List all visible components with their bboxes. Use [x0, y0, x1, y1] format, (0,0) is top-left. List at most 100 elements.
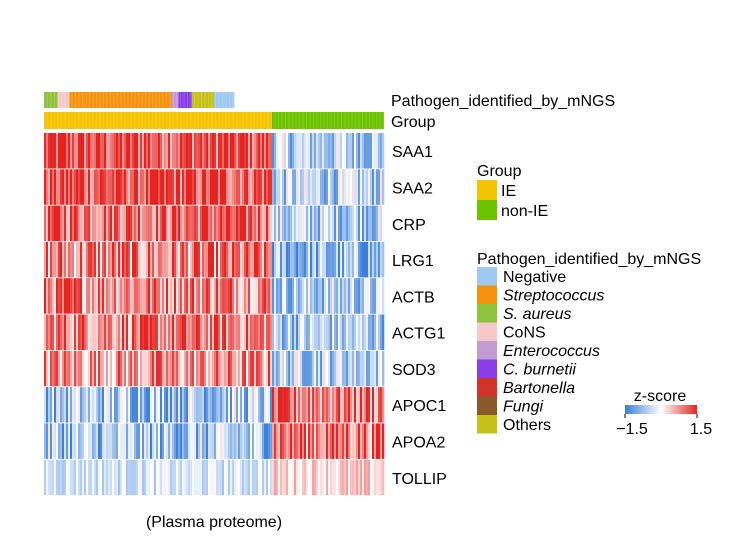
heatmap-cell: [174, 387, 177, 423]
heatmap-cell: [144, 169, 147, 205]
heatmap-cell: [222, 459, 225, 496]
heatmap-cell: [192, 133, 195, 169]
heatmap-cell: [348, 387, 351, 423]
heatmap-cell: [254, 133, 257, 169]
heatmap-cell: [308, 169, 311, 205]
heatmap-cell: [368, 241, 371, 278]
heatmap-cell: [62, 387, 65, 423]
heatmap-cell: [166, 459, 169, 496]
heatmap-cell: [44, 423, 47, 459]
heatmap-cell: [182, 241, 185, 278]
heatmap-cell: [220, 387, 223, 423]
heatmap-cell: [172, 459, 175, 496]
heatmap-cell: [170, 278, 173, 314]
heatmap-cell: [352, 205, 355, 242]
heatmap-cell: [348, 423, 351, 459]
heatmap-cell: [150, 387, 153, 423]
heatmap-cell: [382, 278, 385, 314]
heatmap-cell: [152, 350, 155, 387]
heatmap-cell: [86, 423, 89, 459]
heatmap-cell: [202, 133, 205, 169]
heatmap-cell: [354, 205, 357, 242]
heatmap-cell: [370, 423, 373, 459]
heatmap-cell: [248, 459, 251, 496]
heatmap-cell: [282, 350, 285, 387]
heatmap-cell: [226, 133, 229, 169]
heatmap-cell: [344, 423, 347, 459]
heatmap-cell: [82, 133, 85, 169]
heatmap-cell: [198, 350, 201, 387]
heatmap-cell: [350, 350, 353, 387]
heatmap-cell: [360, 314, 363, 350]
heatmap-cell: [232, 133, 235, 169]
heatmap-row-apoa2: [44, 423, 385, 459]
heatmap-cell: [298, 133, 301, 169]
heatmap-cell: [282, 169, 285, 205]
heatmap-cell: [138, 241, 141, 278]
heatmap-cell: [246, 133, 249, 169]
heatmap-cell: [224, 133, 227, 169]
heatmap-cell: [196, 387, 199, 423]
heatmap-cell: [120, 387, 123, 423]
heatmap-cell: [122, 423, 125, 459]
heatmap-cell: [208, 133, 211, 169]
heatmap-cell: [356, 278, 359, 314]
heatmap-cell: [294, 205, 297, 242]
heatmap-cell: [260, 241, 263, 278]
heatmap-cell: [332, 387, 335, 423]
heatmap-cell: [112, 241, 115, 278]
heatmap-cell: [228, 205, 231, 242]
heatmap-cell: [186, 278, 189, 314]
heatmap-cell: [284, 278, 287, 314]
heatmap-row-actg1: [44, 314, 385, 350]
heatmap-cell: [216, 241, 219, 278]
heatmap-cell: [212, 278, 215, 314]
heatmap-cell: [216, 205, 219, 242]
heatmap-cell: [330, 387, 333, 423]
heatmap-cell: [374, 423, 377, 459]
heatmap-cell: [46, 387, 49, 423]
heatmap-cell: [374, 169, 377, 205]
heatmap-cell: [82, 387, 85, 423]
heatmap-cell: [274, 169, 277, 205]
heatmap-cell: [174, 133, 177, 169]
heatmap-cell: [262, 350, 265, 387]
heatmap-cell: [108, 387, 111, 423]
heatmap-cell: [288, 459, 291, 496]
heatmap-cell: [218, 241, 221, 278]
heatmap-cell: [204, 459, 207, 496]
heatmap-cell: [340, 278, 343, 314]
heatmap-cell: [202, 205, 205, 242]
heatmap-cell: [222, 133, 225, 169]
heatmap-cell: [344, 205, 347, 242]
heatmap-cell: [236, 459, 239, 496]
heatmap-cell: [134, 423, 137, 459]
heatmap-cell: [354, 387, 357, 423]
heatmap-cell: [232, 169, 235, 205]
heatmap-cell: [234, 314, 237, 350]
heatmap-cell: [292, 387, 295, 423]
heatmap-cell: [114, 278, 117, 314]
heatmap-cell: [342, 133, 345, 169]
heatmap-cell: [142, 241, 145, 278]
heatmap-cell: [116, 423, 119, 459]
heatmap-cell: [292, 169, 295, 205]
heatmap-cell: [164, 241, 167, 278]
heatmap-cell: [342, 278, 345, 314]
heatmap-cell: [348, 278, 351, 314]
heatmap-cell: [58, 205, 61, 242]
heatmap-cell: [350, 423, 353, 459]
heatmap-cell: [72, 205, 75, 242]
heatmap-cell: [344, 278, 347, 314]
heatmap-cell: [342, 205, 345, 242]
heatmap-cell: [74, 314, 77, 350]
heatmap-cell: [240, 205, 243, 242]
heatmap-cell: [210, 350, 213, 387]
heatmap-cell: [70, 387, 73, 423]
heatmap-cell: [154, 241, 157, 278]
heatmap-cell: [188, 133, 191, 169]
heatmap-cell: [198, 314, 201, 350]
heatmap-cell: [150, 459, 153, 496]
heatmap-cell: [58, 133, 61, 169]
heatmap-cell: [242, 241, 245, 278]
